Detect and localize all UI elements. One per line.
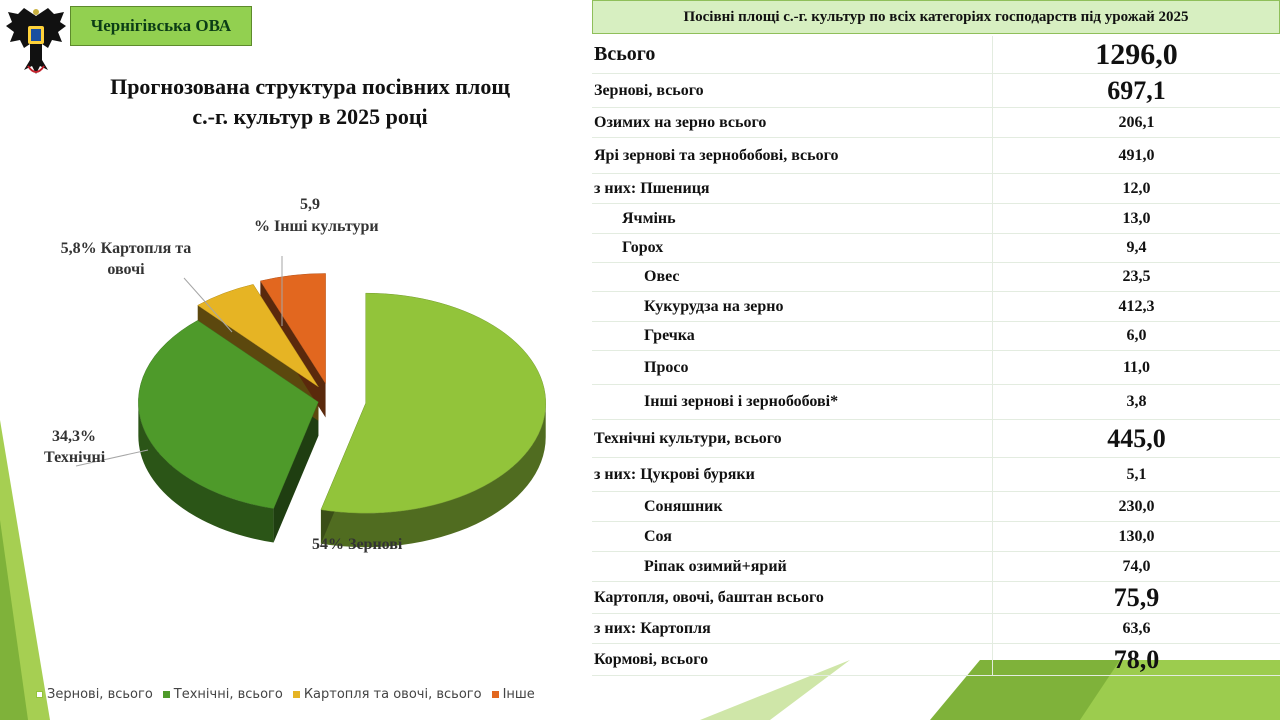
- data-label-technical: 34,3% Технічні: [44, 428, 106, 466]
- table-row: Озимих на зерно всього 206,1: [592, 108, 1280, 138]
- data-label-grain: 54% Зернові: [312, 536, 403, 553]
- table-row-label: Озимих на зерно всього: [594, 113, 767, 131]
- legend-item-1: Технічні, всього: [162, 686, 283, 702]
- legend-item-3: Інше: [491, 686, 535, 702]
- table-row: Інші зернові і зернобобові* 3,8: [592, 385, 1280, 420]
- table-row-label: Кормові, всього: [594, 650, 709, 668]
- table-row: Овес 23,5: [592, 263, 1280, 292]
- pie-slice-technical: [138, 320, 319, 509]
- table-row-label: з них: Картопля: [594, 619, 711, 637]
- table-row-value: 6,0: [992, 322, 1280, 350]
- org-badge-label: Чернігівська ОВА: [90, 16, 232, 35]
- table-row-value: 74,0: [992, 552, 1280, 581]
- table-row-label: Кукурудза на зерно: [644, 297, 784, 315]
- pie-slice-face-technical-0: [273, 402, 319, 543]
- legend-item-0: Зернові, всього: [36, 687, 153, 702]
- table-row: Соя 130,0: [592, 522, 1280, 552]
- pie-slice-potato: [197, 284, 319, 388]
- table-row: Всього 1296,0: [592, 36, 1280, 74]
- table-row-label: Інші зернові і зернобобові*: [644, 393, 839, 410]
- table-row: Соняшник 230,0: [592, 492, 1280, 522]
- table-row-value: 5,1: [992, 458, 1280, 491]
- data-label-other-value: 5,9: [300, 196, 320, 213]
- legend-label-2: Картопля та овочі, всього: [303, 686, 482, 702]
- data-label-potato: 5,8% Картопля та овочі: [60, 240, 192, 278]
- table-row-label: з них: Цукрові буряки: [594, 465, 755, 483]
- chart-title: Прогнозована структура посівних площ с.-…: [70, 72, 550, 132]
- table-row-label: Технічні культури, всього: [594, 429, 782, 447]
- table-row: з них: Пшениця 12,0: [592, 174, 1280, 204]
- chart-legend: Зернові, всього Технічні, всього Картопля …: [36, 684, 545, 704]
- legend-label-0: Зернові, всього: [47, 686, 153, 702]
- table-row-value: 13,0: [992, 204, 1280, 233]
- table-row: Зернові, всього 697,1: [592, 74, 1280, 108]
- table-row-value: 206,1: [992, 108, 1280, 137]
- table-row-label: Всього: [594, 43, 656, 65]
- leader-line-potato: [183, 277, 233, 333]
- table-title: Посівні площі с.-г. культур по всіх кате…: [683, 8, 1189, 25]
- decor-green-left-edge: [0, 420, 50, 720]
- table-row-label: Горох: [622, 239, 664, 256]
- legend-swatch-1: [162, 690, 170, 698]
- table-header: Посівні площі с.-г. культур по всіх кате…: [592, 0, 1280, 34]
- table-row: Ріпак озимий+ярий 74,0: [592, 552, 1280, 582]
- table-row: Ярі зернові та зернобобові, всього 491,0: [592, 138, 1280, 174]
- table-row: з них: Цукрові буряки 5,1: [592, 458, 1280, 492]
- chart-title-line-1: Прогнозована структура посівних площ: [110, 74, 510, 99]
- legend-swatch-0: [36, 690, 43, 698]
- table-row: з них: Картопля 63,6: [592, 614, 1280, 644]
- table-row-value: 230,0: [992, 492, 1280, 521]
- legend-swatch-2: [292, 690, 300, 698]
- table-row-value: 78,0: [992, 644, 1280, 675]
- crop-area-table: Посівні площі с.-г. культур по всіх кате…: [592, 0, 1280, 676]
- table-row-value: 12,0: [992, 174, 1280, 203]
- legend-item-2: Картопля та овочі, всього: [292, 686, 482, 702]
- table-row-value: 75,9: [992, 582, 1280, 613]
- table-row-label: Гречка: [644, 327, 695, 344]
- table-row-value: 11,0: [992, 351, 1280, 384]
- table-row: Кормові, всього 78,0: [592, 644, 1280, 676]
- org-badge: Чернігівська ОВА: [70, 6, 252, 46]
- table-row: Ячмінь 13,0: [592, 204, 1280, 234]
- table-row-label: Ярі зернові та зернобобові, всього: [594, 146, 839, 164]
- table-row-label: Просо: [644, 358, 689, 376]
- table-row: Гречка 6,0: [592, 322, 1280, 351]
- table-row-label: Соя: [644, 527, 672, 545]
- table-row: Просо 11,0: [592, 351, 1280, 385]
- table-row-value: 130,0: [992, 522, 1280, 551]
- table-row-label: Соняшник: [644, 497, 723, 515]
- table-row-label: Ячмінь: [622, 209, 676, 227]
- table-row-value: 445,0: [992, 420, 1280, 457]
- leader-line-technical: [75, 449, 149, 467]
- pie-chart: [75, 256, 546, 548]
- table-row-value: 1296,0: [992, 36, 1280, 73]
- coat-of-arms-logo: [6, 8, 66, 74]
- legend-label-1: Технічні, всього: [173, 686, 283, 702]
- table-row-label: Картопля, овочі, баштан всього: [594, 588, 824, 606]
- legend-label-3: Інше: [502, 686, 535, 702]
- table-row-value: 9,4: [992, 234, 1280, 262]
- chart-title-line-2: с.-г. культур в 2025 році: [192, 104, 428, 129]
- table-row: Картопля, овочі, баштан всього 75,9: [592, 582, 1280, 614]
- table-row: Технічні культури, всього 445,0: [592, 420, 1280, 458]
- table-row-value: 697,1: [992, 74, 1280, 107]
- table-row-label: з них: Пшениця: [594, 179, 710, 197]
- table-row-value: 63,6: [992, 614, 1280, 643]
- table-row-value: 23,5: [992, 263, 1280, 291]
- pie-slice-grain: [320, 292, 546, 514]
- pie-slice-other: [259, 273, 326, 385]
- pie-slice-side-technical: [138, 402, 274, 543]
- legend-swatch-3: [491, 690, 499, 698]
- table-row-label: Ріпак озимий+ярий: [644, 557, 787, 575]
- table-row-label: Овес: [644, 268, 680, 285]
- table-row: Горох 9,4: [592, 234, 1280, 263]
- table-row-value: 412,3: [992, 292, 1280, 321]
- table-row: Кукурудза на зерно 412,3: [592, 292, 1280, 322]
- table-row-label: Зернові, всього: [594, 81, 704, 99]
- pie-slice-side-grain: [320, 403, 546, 548]
- table-row-value: 491,0: [992, 138, 1280, 173]
- data-label-other-name: % Інші культури: [254, 218, 379, 235]
- table-row-value: 3,8: [992, 385, 1280, 419]
